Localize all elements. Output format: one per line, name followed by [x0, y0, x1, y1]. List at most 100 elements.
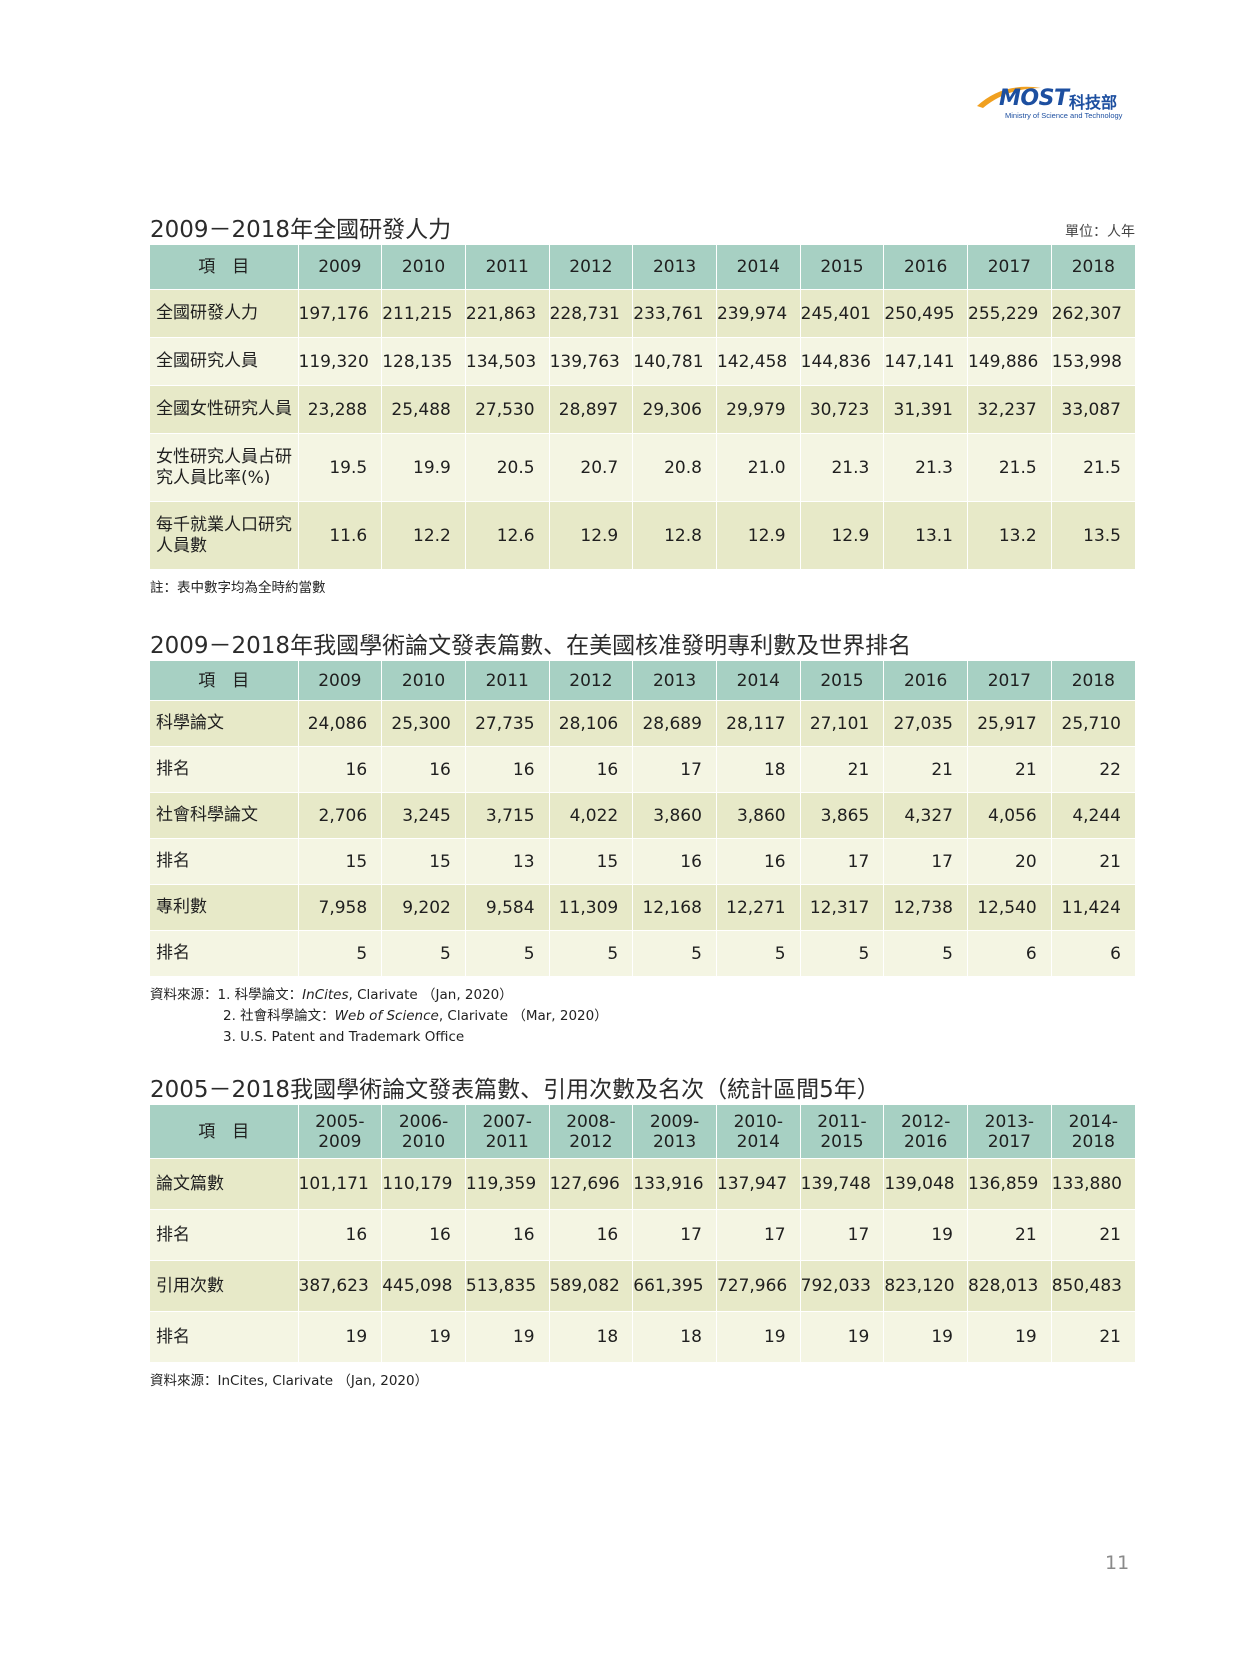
source-prefix: 資料來源： [150, 987, 218, 1003]
table-row: 引用次數 387,623 445,098 513,835 589,082 661,395 7… [150, 1260, 1135, 1312]
row-label: 引用次數 [150, 1260, 299, 1312]
table-cell: 823,120 [883, 1260, 968, 1312]
table-cell: 33,087 [1051, 385, 1135, 434]
table-cell: 139,763 [549, 337, 634, 386]
table-cell: 513,835 [465, 1260, 550, 1312]
table-cell: 445,098 [381, 1260, 466, 1312]
table-cell: 19.5 [298, 433, 383, 502]
table-cell: 19 [465, 1311, 550, 1363]
table-cell: 12,317 [800, 884, 885, 931]
year-column-header: 2015 [800, 661, 885, 701]
table-cell: 17 [632, 746, 717, 793]
table-cell: 142,458 [716, 337, 801, 386]
year-column-header: 2018 [1051, 661, 1135, 701]
table-cell: 262,307 [1051, 289, 1135, 338]
year-column-header: 2005- 2009 [298, 1105, 383, 1159]
table-cell: 4,022 [549, 792, 634, 839]
table-cell: 255,229 [967, 289, 1052, 338]
row-label: 女性研究人員占研究人員比率(%) [150, 433, 299, 502]
table-cell: 18 [549, 1311, 634, 1363]
table-cell: 12,738 [883, 884, 968, 931]
table-cell: 250,495 [883, 289, 968, 338]
table1-note: 註：表中數字均為全時約當數 [150, 580, 326, 596]
logo-brand: MOST [999, 86, 1069, 111]
page-number: 11 [1105, 1552, 1130, 1574]
table-cell: 21 [1051, 838, 1135, 885]
table-cell: 5 [800, 930, 885, 977]
row-label: 全國研發人力 [150, 289, 299, 338]
table-cell: 589,082 [549, 1260, 634, 1312]
table-cell: 15 [549, 838, 634, 885]
table-cell: 12.9 [716, 501, 801, 570]
table-row: 排名 19 19 19 18 18 19 19 19 19 21 [150, 1311, 1135, 1363]
table-row: 全國女性研究人員 23,288 25,488 27,530 28,897 29,306 29… [150, 385, 1135, 434]
logo-swoosh-icon [977, 86, 1041, 108]
table-cell: 19 [883, 1311, 968, 1363]
source-line3: 3. U.S. Patent and Trademark Office [223, 1029, 465, 1045]
year-column-header: 2009- 2013 [632, 1105, 717, 1159]
year-column-header: 2010 [381, 661, 466, 701]
table-cell: 5 [465, 930, 550, 977]
table-cell: 233,761 [632, 289, 717, 338]
source-line1-db: InCites [302, 987, 349, 1003]
table-cell: 7,958 [298, 884, 383, 931]
table-cell: 20.5 [465, 433, 550, 502]
table-cell: 20.7 [549, 433, 634, 502]
table-cell: 21.3 [800, 433, 885, 502]
table-cell: 153,998 [1051, 337, 1135, 386]
year-column-header: 2013- 2017 [967, 1105, 1052, 1159]
table-cell: 127,696 [549, 1158, 634, 1210]
table2-title: 2009－2018年我國學術論文發表篇數、在美國核准發明專利數及世界排名 [150, 633, 912, 659]
header-row: 項 目 2009 2010 2011 2012 2013 2014 2015 2016 2017 2… [150, 661, 1135, 701]
table-cell: 27,035 [883, 700, 968, 747]
row-label: 社會科學論文 [150, 792, 299, 839]
table-cell: 16 [298, 746, 383, 793]
year-column-header: 2006- 2010 [381, 1105, 466, 1159]
table-cell: 792,033 [800, 1260, 885, 1312]
most-logo: MOST 科技部 Ministry of Science and Technol… [975, 82, 1135, 122]
table-cell: 133,880 [1051, 1158, 1135, 1210]
header-row: 項 目 2005- 2009 2006- 2010 2007- 2011 2008- 2… [150, 1105, 1135, 1159]
table-cell: 13.2 [967, 501, 1052, 570]
row-label: 科學論文 [150, 700, 299, 747]
table-cell: 28,117 [716, 700, 801, 747]
table-row: 排名 16 16 16 16 17 18 21 21 21 22 [150, 746, 1135, 793]
table-cell: 139,048 [883, 1158, 968, 1210]
table-cell: 28,106 [549, 700, 634, 747]
table-row: 女性研究人員占研究人員比率(%) 19.5 19.9 20.5 20.7 20.8 21.0… [150, 433, 1135, 502]
table-cell: 5 [716, 930, 801, 977]
table-cell: 239,974 [716, 289, 801, 338]
table-cell: 24,086 [298, 700, 383, 747]
table-cell: 147,141 [883, 337, 968, 386]
table-cell: 17 [632, 1209, 717, 1261]
table-cell: 19 [381, 1311, 466, 1363]
table-cell: 387,623 [298, 1260, 383, 1312]
table-cell: 18 [716, 746, 801, 793]
table-row: 排名 15 15 13 15 16 16 17 17 20 21 [150, 838, 1135, 885]
year-column-header: 2018 [1051, 245, 1135, 290]
table-cell: 27,735 [465, 700, 550, 747]
table-cell: 13 [465, 838, 550, 885]
year-column-header: 2015 [800, 245, 885, 290]
table-cell: 12.9 [800, 501, 885, 570]
table-cell: 29,979 [716, 385, 801, 434]
table-row: 排名 5 5 5 5 5 5 5 5 6 6 [150, 930, 1135, 977]
year-column-header: 2011- 2015 [800, 1105, 885, 1159]
table-cell: 119,359 [465, 1158, 550, 1210]
table-cell: 17 [800, 1209, 885, 1261]
table-cell: 21 [967, 1209, 1052, 1261]
table-cell: 21.5 [1051, 433, 1135, 502]
table-cell: 18 [632, 1311, 717, 1363]
row-label: 專利數 [150, 884, 299, 931]
table-row: 論文篇數 101,171 110,179 119,359 127,696 133,916 1… [150, 1158, 1135, 1210]
table-cell: 11,424 [1051, 884, 1135, 931]
table-cell: 128,135 [381, 337, 466, 386]
table1-unit: 單位：人年 [1065, 224, 1135, 240]
year-column-header: 2013 [632, 661, 717, 701]
table-cell: 16 [549, 746, 634, 793]
year-column-header: 2017 [967, 661, 1052, 701]
logo-name-en: Ministry of Science and Technology [1005, 111, 1123, 120]
rd-manpower-table: 項 目 2009 2010 2011 2012 2013 2014 2015 2016 2017 2… [150, 245, 1135, 570]
item-column-header: 項 目 [150, 1105, 299, 1159]
table-cell: 27,101 [800, 700, 885, 747]
